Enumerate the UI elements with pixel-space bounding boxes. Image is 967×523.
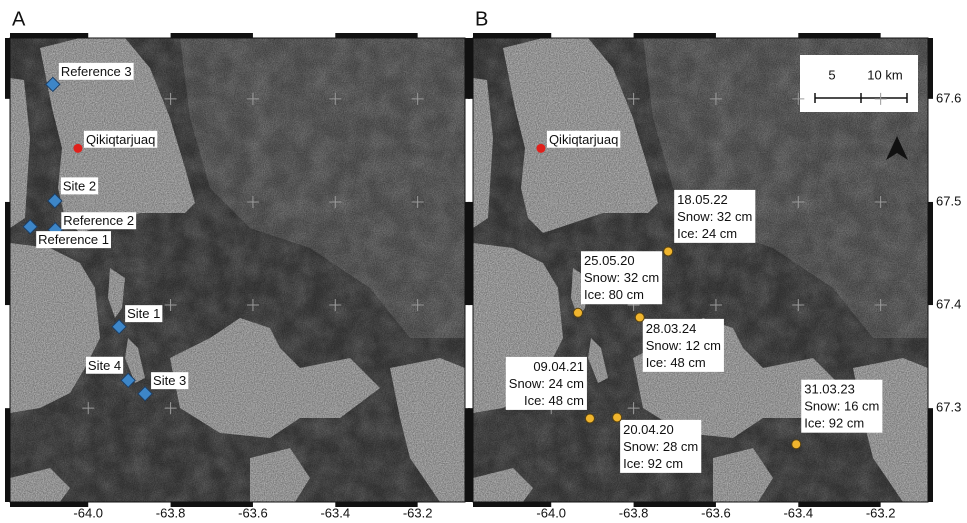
sample-label: Ice: 92 cm	[804, 416, 864, 431]
y-tick-label: 67.5	[936, 193, 961, 208]
frame-segment	[468, 202, 473, 305]
sample-label: 25.05.20	[584, 253, 635, 268]
map-image	[10, 38, 465, 502]
site-label: Reference 1	[38, 232, 109, 247]
frame-segment	[5, 408, 10, 502]
sample-label: Snow: 32 cm	[584, 270, 659, 285]
site-label: Site 1	[127, 306, 160, 321]
frame-segment	[798, 33, 880, 38]
town-marker	[536, 144, 545, 153]
sample-marker	[635, 313, 644, 322]
sample-label: 20.04.20	[623, 422, 674, 437]
frame-segment	[473, 33, 551, 38]
frame-segment	[10, 33, 88, 38]
site-label: Reference 3	[61, 64, 132, 79]
y-tick-label: 67.4	[936, 296, 961, 311]
sample-label: Snow: 32 cm	[677, 209, 752, 224]
sample-label: Snow: 28 cm	[623, 439, 698, 454]
frame-segment	[171, 33, 253, 38]
x-tick-label: -63.2	[403, 505, 433, 520]
x-tick-label: -64.0	[536, 505, 566, 520]
x-tick-label: -63.8	[619, 505, 649, 520]
sample-label: Snow: 24 cm	[509, 376, 584, 391]
town-label-group: Qikiqtarjuaq	[84, 131, 157, 148]
town-label-group: Qikiqtarjuaq	[547, 131, 620, 148]
x-tick-label: -63.8	[156, 505, 186, 520]
frame-segment	[468, 408, 473, 502]
sample-label: 31.03.23	[804, 382, 855, 397]
frame-segment	[928, 38, 933, 99]
site-label: Site 4	[88, 358, 121, 373]
y-tick-label: 67.3	[936, 400, 961, 415]
sample-marker	[574, 308, 583, 317]
sample-label: Snow: 12 cm	[646, 338, 721, 353]
sample-label: 18.05.22	[677, 192, 728, 207]
x-tick-label: -63.4	[320, 505, 350, 520]
sample-marker	[792, 440, 801, 449]
y-tick-label: 67.6	[936, 90, 961, 105]
sample-marker	[664, 247, 673, 256]
sample-label: 28.03.24	[646, 321, 697, 336]
frame-segment	[335, 33, 417, 38]
site-label: Site 2	[63, 178, 96, 193]
sample-label: Ice: 24 cm	[677, 226, 737, 241]
scale-label: 5	[828, 67, 835, 82]
panel-label: A	[12, 8, 26, 30]
sample-label: Ice: 48 cm	[646, 355, 706, 370]
site-label: Site 3	[153, 373, 186, 388]
sample-label: Ice: 92 cm	[623, 456, 683, 471]
sample-label: Snow: 16 cm	[804, 399, 879, 414]
scale-bar-box	[800, 55, 918, 112]
x-tick-label: -63.6	[701, 505, 731, 520]
x-tick-label: -64.0	[73, 505, 103, 520]
x-tick-label: -63.6	[238, 505, 268, 520]
town-label: Qikiqtarjuaq	[86, 132, 155, 147]
frame-segment	[5, 202, 10, 305]
sample-marker	[585, 414, 594, 423]
sample-label: Ice: 48 cm	[524, 393, 584, 408]
frame-segment	[928, 408, 933, 502]
sample-group: 20.04.20 Snow: 28 cm Ice: 92 cm	[613, 413, 702, 473]
sample-label: Ice: 80 cm	[584, 287, 644, 302]
frame-segment	[5, 38, 10, 99]
frame-segment	[468, 38, 473, 99]
x-tick-label: -63.4	[783, 505, 813, 520]
town-label: Qikiqtarjuaq	[549, 132, 618, 147]
site-label: Reference 2	[63, 213, 134, 228]
x-tick-label: -63.2	[866, 505, 896, 520]
sample-group: 28.03.24 Snow: 12 cm Ice: 48 cm	[635, 313, 724, 372]
scale-label: 10 km	[867, 67, 902, 82]
figure: 5 10 km A B -64.0 -63.8 -63.6 -63.4 -63.2 Qik…	[0, 0, 967, 523]
town-marker	[73, 144, 82, 153]
sample-marker	[613, 413, 622, 422]
sample-label: 09.04.21	[533, 359, 584, 374]
frame-segment	[928, 202, 933, 305]
panel-label: B	[475, 8, 488, 30]
frame-segment	[634, 33, 716, 38]
